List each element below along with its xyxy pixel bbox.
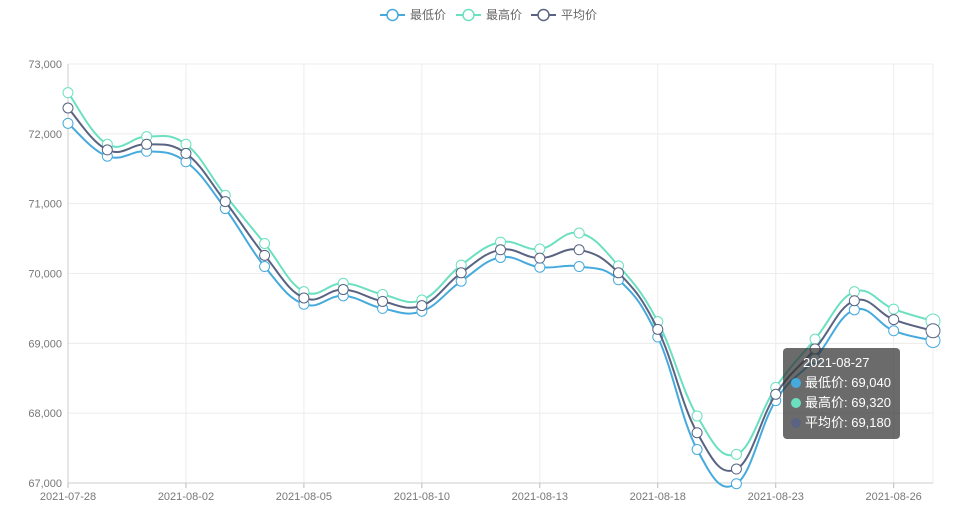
data-point[interactable] [612,267,624,279]
y-tick-label: 68,000 [28,408,62,420]
data-point[interactable] [455,267,467,279]
tooltip-row-avg: 平均价: 69,180 [791,413,892,433]
legend-item[interactable]: 最低价 [380,8,446,22]
data-point[interactable] [534,252,546,264]
legend-item[interactable]: 平均价 [531,8,597,22]
data-point[interactable] [888,303,900,315]
y-tick-label: 72,000 [28,129,62,141]
tooltip-dot-avg [791,418,801,428]
y-tick-label: 69,000 [28,338,62,350]
data-point[interactable] [848,286,860,298]
x-tick-label: 2021-08-18 [630,491,686,503]
data-point[interactable] [259,261,271,273]
chart-tooltip: 2021-08-27 最低价: 69,040 最高价: 69,320 平均价: … [783,348,900,439]
data-point[interactable] [259,249,271,261]
data-point[interactable] [770,388,782,400]
tooltip-row-low: 最低价: 69,040 [791,373,892,393]
x-tick-label: 2021-08-05 [276,491,332,503]
legend[interactable]: 最低价 最高价 平均价 [380,7,597,22]
tooltip-value-avg: 平均价: 69,180 [805,415,891,430]
data-point[interactable] [730,478,742,490]
tooltip-row-high: 最高价: 69,320 [791,393,892,413]
data-point[interactable] [377,295,389,307]
legend-label: 最高价 [486,7,522,22]
legend-label: 最低价 [410,8,446,22]
data-point[interactable] [416,300,428,312]
data-point[interactable] [101,144,113,156]
data-point[interactable] [888,314,900,326]
data-point[interactable] [888,325,900,337]
data-point[interactable] [62,102,74,114]
tooltip-dot-high [791,398,801,408]
data-point[interactable] [219,196,231,208]
y-tick-label: 73,000 [28,59,62,71]
axes: 67,000 68,000 69,000 70,000 71,000 72,000 73,0… [28,59,933,503]
tooltip-title: 2021-08-27 [803,355,870,370]
data-point[interactable] [298,292,310,304]
legend-label: 平均价 [561,8,597,22]
x-tick-label: 2021-07-28 [40,491,96,503]
tooltip-value-high: 最高价: 69,320 [805,395,891,410]
data-point[interactable] [848,304,860,316]
data-point[interactable] [691,443,703,455]
legend-marker-icon [386,8,399,22]
data-point[interactable] [691,410,703,422]
data-point[interactable] [534,261,546,273]
x-tick-label: 2021-08-23 [748,491,804,503]
data-point[interactable] [848,295,860,307]
data-point[interactable] [180,138,192,150]
legend-marker-icon [537,8,550,22]
y-tick-label: 71,000 [28,199,62,211]
data-point[interactable] [180,147,192,159]
data-point[interactable] [573,261,585,273]
data-point[interactable] [141,138,153,150]
data-point[interactable] [62,87,74,99]
data-point[interactable] [730,448,742,460]
y-tick-label: 70,000 [28,269,62,281]
x-tick-label: 2021-08-10 [394,491,450,503]
legend-item[interactable]: 最高价 [456,7,522,22]
data-point[interactable] [652,323,664,335]
legend-marker-icon [462,8,475,22]
data-point[interactable] [259,237,271,249]
data-point[interactable] [534,243,546,255]
data-point[interactable] [337,284,349,296]
data-point[interactable] [925,323,941,339]
x-tick-label: 2021-08-02 [158,491,214,503]
data-point[interactable] [573,244,585,256]
tooltip-value-low: 最低价: 69,040 [805,375,891,390]
data-point[interactable] [730,463,742,475]
data-point[interactable] [691,427,703,439]
y-tick-label: 67,000 [28,478,62,490]
data-point[interactable] [809,333,821,345]
data-point[interactable] [495,244,506,256]
data-point[interactable] [62,117,74,129]
tooltip-dot-low [791,378,801,388]
x-tick-label: 2021-08-13 [512,491,568,503]
data-point[interactable] [573,227,585,239]
x-tick-label: 2021-08-26 [866,491,922,503]
